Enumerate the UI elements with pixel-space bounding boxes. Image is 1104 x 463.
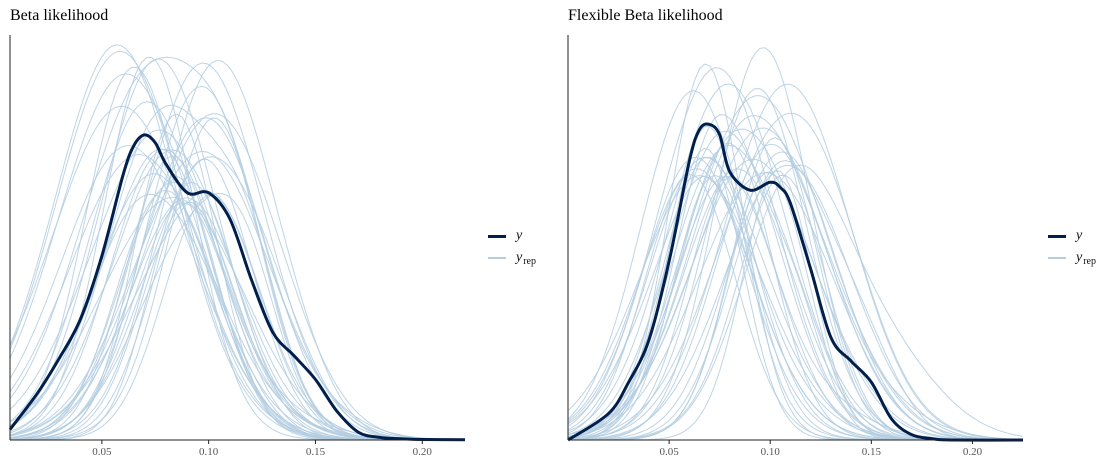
y-curve bbox=[567, 122, 1024, 442]
legend-item-y: y bbox=[1048, 228, 1082, 244]
legend-item-y: y bbox=[488, 228, 522, 244]
yrep-curve bbox=[9, 154, 465, 441]
x-tick-label: 0.10 bbox=[761, 446, 781, 458]
x-tick-label: 0.20 bbox=[963, 446, 983, 458]
yrep-curve bbox=[9, 150, 466, 441]
yrep-curve bbox=[567, 164, 1023, 441]
x-tick-label: 0.05 bbox=[92, 446, 112, 458]
yrep-curve bbox=[9, 156, 465, 441]
yrep-curve bbox=[567, 112, 1024, 440]
legend: y yrep bbox=[488, 228, 558, 268]
x-tick-label: 0.15 bbox=[862, 446, 882, 458]
panel-title: Beta likelihood bbox=[10, 7, 109, 24]
legend-label-y: y bbox=[1076, 228, 1083, 243]
legend-swatch-y bbox=[1048, 234, 1066, 238]
plot-panel-beta: Beta likelihood 0.05 0.10 0.15 0.20 y yrep bbox=[8, 7, 536, 458]
legend-swatch-yrep bbox=[488, 257, 506, 259]
yrep-curve bbox=[9, 149, 465, 441]
legend-label-yrep: yrep bbox=[1076, 249, 1096, 267]
yrep-curve bbox=[9, 148, 465, 441]
yrep-curve bbox=[567, 88, 1023, 441]
x-tick-label: 0.15 bbox=[306, 446, 326, 458]
legend-swatch-yrep bbox=[1048, 257, 1066, 259]
y-curve bbox=[8, 133, 466, 442]
yrep-curve bbox=[567, 83, 1023, 441]
yrep-curve bbox=[567, 83, 1024, 441]
density-plot-flexible-beta: 0.05 0.10 0.15 0.20 bbox=[567, 35, 1024, 458]
legend-item-yrep: yrep bbox=[1048, 249, 1096, 267]
x-tick-label: 0.10 bbox=[199, 446, 219, 458]
yrep-curve bbox=[9, 148, 465, 441]
yrep-curve bbox=[9, 155, 465, 441]
panel-title: Flexible Beta likelihood bbox=[568, 7, 723, 24]
legend: y yrep bbox=[1048, 228, 1104, 268]
yrep-curve bbox=[567, 95, 1024, 441]
legend-label-y: y bbox=[516, 228, 523, 243]
yrep-curve bbox=[567, 172, 1023, 441]
yrep-curve bbox=[567, 90, 1023, 441]
yrep-curves bbox=[567, 47, 1024, 441]
plot-panel-flexible-beta: Flexible Beta likelihood 0.05 0.10 0.15 0.2… bbox=[558, 0, 1104, 463]
legend-item-yrep: yrep bbox=[488, 249, 536, 267]
x-tick-label: 0.05 bbox=[659, 446, 679, 458]
legend-label-yrep: yrep bbox=[516, 249, 536, 267]
yrep-curve bbox=[568, 164, 1024, 441]
density-plot-beta: 0.05 0.10 0.15 0.20 bbox=[8, 35, 466, 458]
x-tick-label: 0.20 bbox=[413, 446, 433, 458]
yrep-curve bbox=[9, 113, 466, 441]
yrep-curve bbox=[9, 59, 465, 441]
yrep-curve bbox=[9, 66, 465, 441]
yrep-curve bbox=[568, 151, 1023, 441]
yrep-curve bbox=[9, 73, 465, 441]
legend-swatch-y bbox=[488, 234, 506, 238]
